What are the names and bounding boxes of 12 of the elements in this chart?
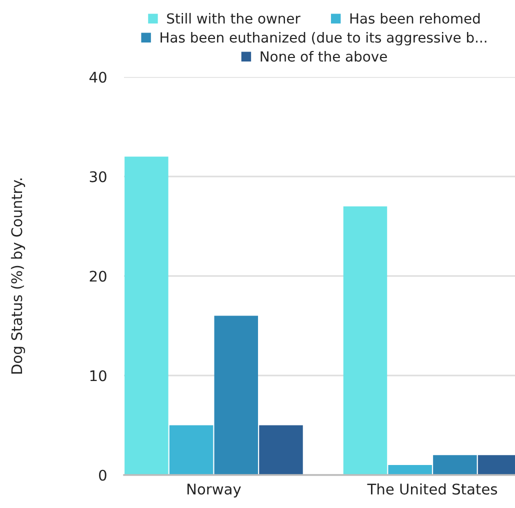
y-tick-label: 10 [90, 370, 106, 382]
y-tick-label: 30 [90, 171, 106, 182]
legend-label: Has been euthanized (due to its aggressive b... [160, 32, 486, 46]
legend-label: Still with the owner [167, 12, 300, 24]
legend-label: Has been rehomed [350, 12, 480, 24]
legend-label: None of the above [260, 50, 387, 62]
y-tick-label: 20 [90, 270, 106, 282]
y-axis-title: Dog Status (%) by Country. [10, 178, 26, 374]
y-tick-label: 0 [99, 470, 106, 481]
x-tick-label: Norway [187, 484, 241, 498]
x-tick-label: The United States [367, 483, 498, 495]
y-tick-label: 40 [89, 72, 106, 83]
